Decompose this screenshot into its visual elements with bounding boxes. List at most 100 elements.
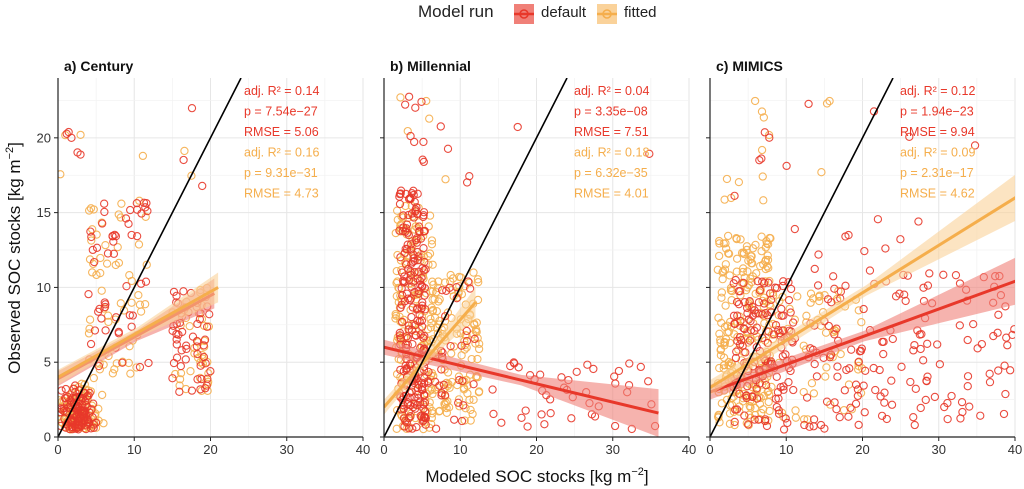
data-point-default [583, 360, 592, 369]
data-point-fitted [429, 280, 438, 289]
data-point-fitted [715, 329, 724, 338]
data-point-fitted [427, 385, 436, 394]
data-point-fitted [791, 406, 800, 415]
legend: Model run default fitted [0, 0, 1024, 30]
data-point-fitted [761, 255, 771, 265]
data-point-default [625, 359, 634, 368]
data-point-default [67, 133, 76, 142]
data-point-default [873, 215, 883, 224]
data-point-default [454, 398, 463, 407]
x-tick-label: 20 [855, 442, 869, 457]
data-point-default [109, 249, 119, 258]
data-point-default [851, 399, 861, 408]
data-point-default [813, 281, 823, 290]
data-point-default [841, 232, 850, 241]
data-point-default [81, 424, 91, 434]
data-point-default [436, 122, 445, 131]
data-point-fitted [765, 406, 774, 416]
data-point-default [438, 286, 447, 295]
data-point-fitted [799, 415, 809, 424]
legend-key-default [514, 4, 534, 24]
data-point-default [844, 412, 853, 421]
data-point-fitted [96, 253, 105, 263]
data-point-default [804, 99, 813, 109]
data-point-default [206, 367, 215, 376]
data-point-default [420, 412, 429, 421]
stats-label-fitted: RMSE = 4.73 [244, 187, 319, 201]
data-point-default [517, 413, 526, 422]
data-point-fitted [815, 291, 824, 300]
data-point-default [410, 267, 419, 277]
data-point-fitted [759, 113, 768, 122]
data-point-fitted [441, 175, 450, 184]
data-point-default [415, 310, 424, 319]
data-point-default [132, 232, 142, 241]
data-point-default [973, 344, 982, 353]
data-point-fitted [736, 235, 745, 244]
data-point-default [395, 328, 404, 338]
data-point-default [431, 424, 441, 433]
data-point-fitted [761, 336, 770, 345]
y-tick-label: 10 [37, 280, 51, 295]
data-point-default [172, 291, 181, 300]
data-point-fitted [88, 225, 97, 234]
data-point-default [760, 128, 769, 137]
data-point-fitted [721, 260, 730, 269]
data-point-default [916, 403, 925, 413]
data-point-fitted [111, 260, 120, 270]
data-point-fitted [430, 385, 440, 394]
data-point-default [405, 296, 415, 305]
data-point-default [784, 295, 794, 305]
data-point-default [985, 369, 994, 378]
data-point-default [835, 413, 844, 422]
data-point-default [176, 361, 185, 371]
data-point-fitted [723, 231, 733, 241]
data-point-default [415, 226, 424, 236]
data-point-default [135, 362, 145, 372]
data-point-fitted [857, 318, 866, 327]
legend-title: Model run [418, 2, 494, 21]
data-point-fitted [725, 317, 735, 327]
data-point-fitted [391, 314, 400, 323]
data-point-default [906, 377, 915, 387]
data-point-default [399, 414, 409, 423]
data-point-fitted [102, 259, 112, 268]
data-point-default [399, 404, 408, 414]
data-point-fitted [847, 405, 857, 414]
data-point-default [840, 386, 849, 395]
stats-label-default: RMSE = 7.51 [574, 125, 649, 139]
data-point-default [108, 231, 117, 241]
data-point-default [750, 415, 759, 424]
data-point-default [132, 199, 141, 208]
data-point-default [71, 388, 80, 397]
panel-title: c) MIMICS [716, 58, 783, 74]
data-point-default [419, 211, 428, 220]
data-point-default [395, 199, 405, 209]
data-point-default [833, 372, 842, 381]
data-point-default [896, 235, 905, 244]
data-point-default [956, 414, 965, 423]
data-point-default [196, 385, 205, 394]
data-point-default [786, 284, 796, 294]
data-point-default [470, 334, 479, 344]
data-point-default [177, 346, 186, 355]
data-point-default [748, 392, 757, 401]
data-point-fitted [401, 201, 410, 211]
data-point-default [419, 227, 429, 236]
data-point-default [441, 312, 450, 321]
data-point-fitted [470, 320, 479, 329]
data-point-default [419, 244, 428, 253]
data-point-default [172, 353, 182, 362]
data-point-fitted [775, 296, 784, 306]
data-point-default [897, 362, 906, 371]
data-point-fitted [466, 405, 475, 415]
data-point-fitted [767, 382, 776, 392]
stats-label-fitted: adj. R² = 0.09 [900, 146, 975, 160]
stats-label-default: RMSE = 9.94 [900, 125, 975, 139]
data-point-fitted [134, 240, 144, 249]
data-point-default [420, 331, 429, 341]
data-point-default [88, 245, 97, 255]
data-point-fitted [86, 204, 96, 213]
data-point-fitted [392, 206, 402, 215]
